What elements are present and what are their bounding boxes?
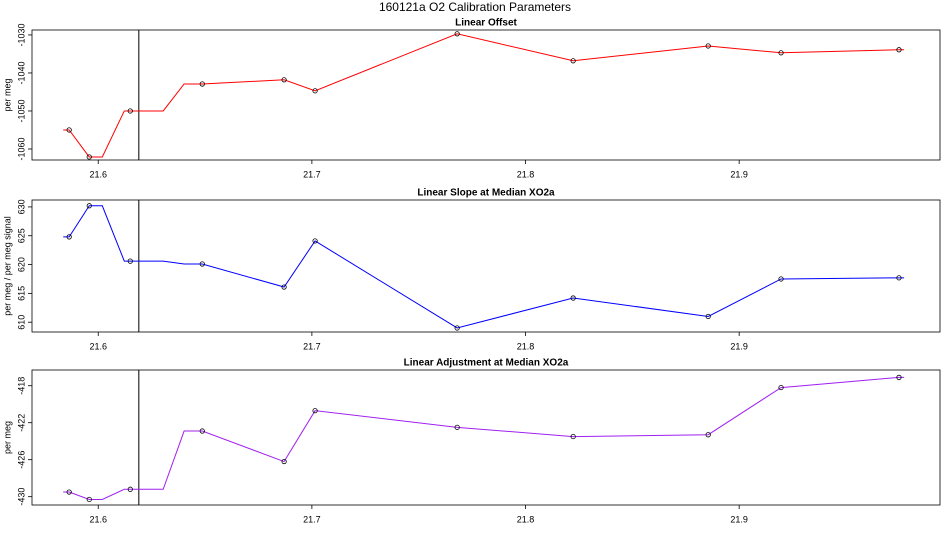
y-tick-label: 625	[16, 228, 26, 243]
x-tick-label: 21.8	[517, 169, 535, 179]
y-tick-label: 610	[16, 315, 26, 330]
panel-title: Linear Slope at Median XO2a	[417, 188, 555, 199]
panel: Linear Offset per meg -1030 -1040 -1050 -1060…	[2, 18, 941, 179]
data-point	[705, 43, 711, 49]
y-tick-label: -426	[16, 451, 26, 469]
data-point	[127, 486, 133, 492]
data-point	[454, 424, 460, 430]
data-point	[127, 258, 133, 264]
figure-title: 160121a O2 Calibration Parameters	[379, 0, 571, 14]
y-axis-label: per meg	[2, 421, 12, 454]
data-point	[778, 384, 784, 391]
data-point	[312, 88, 318, 94]
y-tick-label: -1030	[16, 23, 26, 46]
data-point	[312, 408, 318, 414]
data-point	[281, 284, 287, 290]
data-point	[896, 275, 902, 281]
x-tick-label: 21.7	[303, 514, 321, 524]
x-tick-label: 21.6	[89, 341, 107, 351]
y-tick-label: -430	[16, 488, 26, 506]
y-tick-label: -422	[16, 414, 26, 432]
x-tick-label: 21.9	[730, 169, 748, 179]
y-tick-label: 615	[16, 286, 26, 301]
data-point	[312, 238, 318, 244]
x-tick-label: 21.6	[89, 514, 107, 524]
y-tick-label: 620	[16, 257, 26, 272]
y-tick-label: -1060	[16, 137, 26, 160]
panel-title: Linear Offset	[455, 18, 517, 29]
panel-title: Linear Adjustment at Median XO2a	[404, 358, 569, 369]
data-point	[454, 325, 460, 331]
x-tick-label: 21.9	[730, 341, 748, 351]
data-point	[66, 127, 72, 133]
data-point	[896, 374, 902, 380]
data-point	[86, 496, 92, 503]
plot-frame	[31, 369, 941, 506]
y-axis-label: per meg	[2, 78, 12, 111]
data-point	[454, 31, 460, 37]
data-point	[66, 234, 72, 240]
y-axis-label: per meg / per meg signal	[2, 216, 12, 316]
data-point	[705, 432, 711, 438]
data-line	[63, 205, 905, 329]
y-tick-label: 630	[16, 199, 26, 214]
data-point	[570, 58, 576, 64]
data-point	[199, 428, 205, 434]
y-tick-label: -418	[16, 377, 26, 395]
x-tick-label: 21.8	[517, 514, 535, 524]
data-point	[778, 276, 784, 282]
data-line	[63, 376, 905, 500]
x-tick-label: 21.7	[303, 169, 321, 179]
data-point	[199, 81, 205, 87]
data-line	[63, 33, 905, 158]
data-point	[281, 77, 287, 83]
data-point	[896, 47, 902, 53]
y-tick-label: -1040	[16, 61, 26, 84]
x-tick-label: 21.6	[89, 169, 107, 179]
data-point	[86, 203, 92, 209]
y-tick-label: -1050	[16, 99, 26, 122]
x-tick-label: 21.9	[730, 514, 748, 524]
plot-frame	[31, 29, 941, 161]
data-point	[570, 433, 576, 440]
data-point	[199, 261, 205, 267]
data-point	[705, 313, 711, 320]
data-point	[66, 489, 72, 495]
x-tick-label: 21.7	[303, 341, 321, 351]
panel: Linear Slope at Median XO2a per meg / per…	[2, 188, 941, 351]
data-point	[570, 295, 576, 301]
data-point	[281, 458, 287, 465]
x-tick-label: 21.8	[517, 341, 535, 351]
data-point	[127, 108, 133, 114]
data-point	[86, 154, 92, 160]
plot-frame	[31, 199, 941, 333]
data-point	[778, 50, 784, 56]
